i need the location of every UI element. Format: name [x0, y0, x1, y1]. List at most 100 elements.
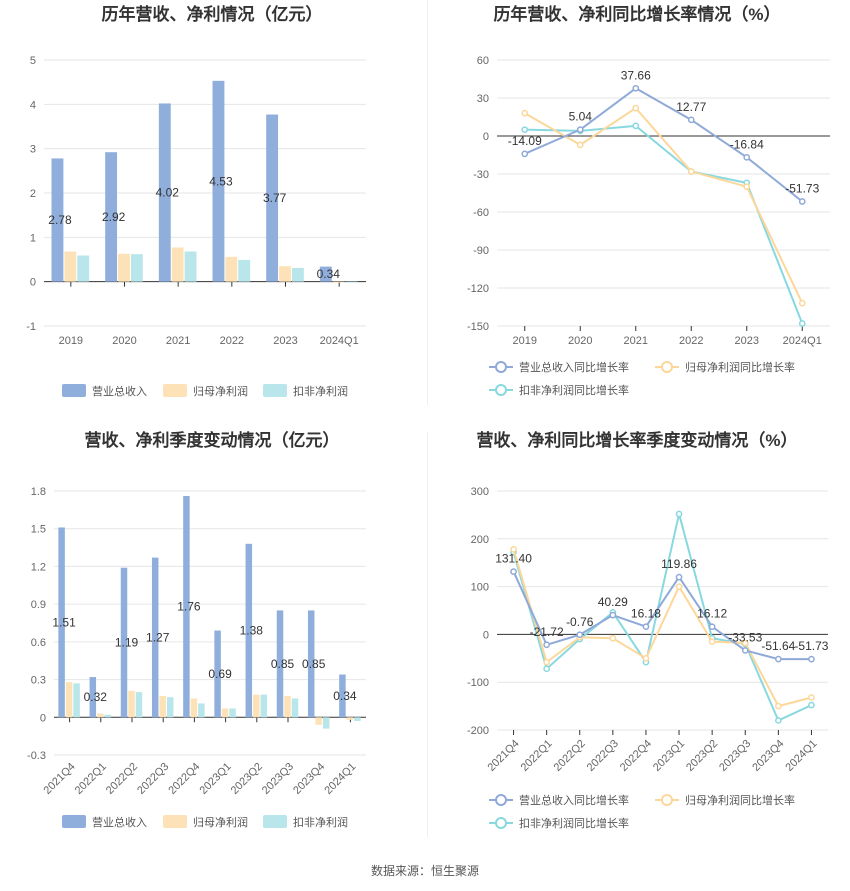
x-tick-label: 2022Q4 — [166, 761, 202, 797]
bar-deducted-profit — [166, 697, 174, 718]
x-tick-label: 2023 — [273, 335, 297, 347]
bar-revenue — [105, 152, 118, 282]
y-tick-label: 0.3 — [31, 675, 46, 687]
data-label: -51.73 — [785, 182, 819, 196]
x-tick-label: 2019 — [59, 335, 83, 347]
chart-svg: 营收、净利同比增长率季度变动情况（%）3002001000-100-200202… — [467, 430, 829, 830]
data-label: 5.04 — [569, 110, 593, 124]
bar-net-profit — [332, 281, 345, 283]
bar-revenue — [58, 527, 65, 718]
bar-deducted-profit — [104, 714, 112, 718]
data-label: 40.29 — [598, 595, 628, 609]
point-net-profit — [543, 658, 551, 666]
point-deducted — [775, 717, 782, 724]
bar-revenue — [276, 610, 284, 718]
chart-title: 历年营收、净利同比增长率情况（%） — [493, 4, 780, 24]
data-label: -0.76 — [566, 615, 594, 629]
bar-net-profit — [190, 698, 198, 718]
data-label: 1.38 — [240, 624, 264, 638]
data-source: 数据来源：恒生聚源 — [370, 864, 479, 878]
y-tick-label: 0.6 — [31, 637, 46, 649]
bar-revenue — [266, 114, 279, 282]
bar-net-profit — [118, 253, 130, 282]
point-deducted — [521, 126, 529, 134]
x-tick-label: 2022Q2 — [552, 738, 588, 774]
point-revenue — [632, 84, 640, 92]
point-net-profit — [521, 109, 529, 117]
x-tick-label: 2022Q1 — [73, 761, 109, 797]
bar-deducted-profit — [345, 281, 358, 283]
data-label: 2.78 — [48, 213, 72, 227]
bar-revenue — [158, 103, 171, 282]
y-tick-label: 200 — [471, 534, 489, 546]
y-tick-label: 0 — [483, 629, 489, 641]
y-tick-label: 4 — [30, 99, 36, 111]
legend-marker — [495, 817, 507, 829]
bar-deducted-profit — [322, 717, 330, 729]
data-label: -51.73 — [794, 639, 828, 653]
y-tick-label: -150 — [467, 321, 489, 333]
legend-swatch — [62, 815, 86, 828]
bar-net-profit — [64, 251, 77, 282]
bar-revenue — [51, 158, 64, 282]
bar-revenue — [89, 677, 97, 718]
quarterly-amount-chart: 营收、净利季度变动情况（亿元） -0.3 0 0.3 0.6 0.9 1.2 1.5 1.8 20… — [0, 425, 425, 855]
data-label: 16.12 — [697, 607, 727, 621]
point-revenue — [576, 126, 584, 133]
y-tick-label: -120 — [467, 283, 489, 295]
bar-revenue — [120, 567, 128, 718]
point-deducted — [808, 701, 815, 709]
y-tick-label: -100 — [467, 677, 489, 689]
point-revenue — [708, 623, 716, 631]
point-net-profit — [632, 104, 640, 112]
data-label: 131.40 — [495, 552, 532, 566]
legend-marker — [495, 794, 507, 806]
bar-deducted-profit — [291, 698, 299, 718]
x-tick-label: 2020 — [112, 335, 136, 347]
line-net-profit-growth — [524, 107, 804, 304]
y-tick-label: 5 — [30, 55, 36, 67]
y-tick-label: 3 — [30, 144, 36, 156]
bar-revenue — [183, 496, 190, 718]
x-tick-label: 2023Q4 — [750, 738, 786, 774]
y-tick-label: 60 — [477, 55, 489, 67]
x-tick-label: 2022Q2 — [104, 761, 140, 797]
legend-marker — [495, 384, 507, 396]
bar-net-profit — [315, 717, 322, 725]
bar-deducted-profit — [354, 717, 361, 722]
legend-swatch — [263, 815, 287, 828]
legend-label: 营业总收入 — [92, 815, 147, 829]
bar-deducted-profit — [291, 267, 304, 282]
point-deducted — [798, 320, 806, 327]
annual-amount-chart: 历年营收、净利情况（亿元） -1 0 1 2 3 4 5 2019 2020 2021 2022 202… — [0, 0, 425, 430]
bar-revenue — [151, 557, 159, 718]
data-label: 4.02 — [156, 186, 180, 200]
quarterly-growth-chart: 营收、净利同比增长率季度变动情况（%） 300 200 100 0 -100 -200 202… — [425, 425, 850, 855]
point-net-profit — [510, 545, 517, 553]
point-revenue — [675, 573, 683, 581]
x-tick-label: 2023Q4 — [291, 761, 327, 797]
data-label: -33.53 — [728, 630, 762, 644]
bar-revenue — [245, 543, 253, 718]
x-tick-label: 2021 — [166, 335, 190, 347]
point-revenue — [687, 116, 695, 124]
bar-net-profit — [65, 682, 73, 718]
data-label: 0.69 — [208, 667, 232, 681]
data-label: 3.77 — [263, 191, 287, 205]
data-label: 1.76 — [177, 600, 201, 614]
y-tick-label: 1.5 — [31, 524, 46, 536]
chart-svg: 营收、净利季度变动情况（亿元） -0.3 0 0.3 0.6 0.9 1.2 1.5 1.8 20… — [27, 430, 366, 829]
bar-net-profit — [284, 695, 291, 718]
bar-net-profit — [221, 708, 229, 718]
legend-label: 扣非净利润 — [293, 815, 348, 829]
y-tick-label: 1.2 — [31, 561, 46, 573]
point-revenue — [609, 611, 617, 619]
y-tick-label: 0 — [40, 712, 46, 724]
point-net-profit — [798, 299, 806, 307]
bar-revenue — [214, 630, 221, 718]
divider-bottom — [427, 432, 428, 837]
x-tick-label: 2023Q1 — [651, 738, 687, 774]
data-label: -14.09 — [508, 134, 542, 148]
data-label: 119.86 — [661, 557, 697, 571]
data-label: 12.77 — [676, 100, 706, 114]
